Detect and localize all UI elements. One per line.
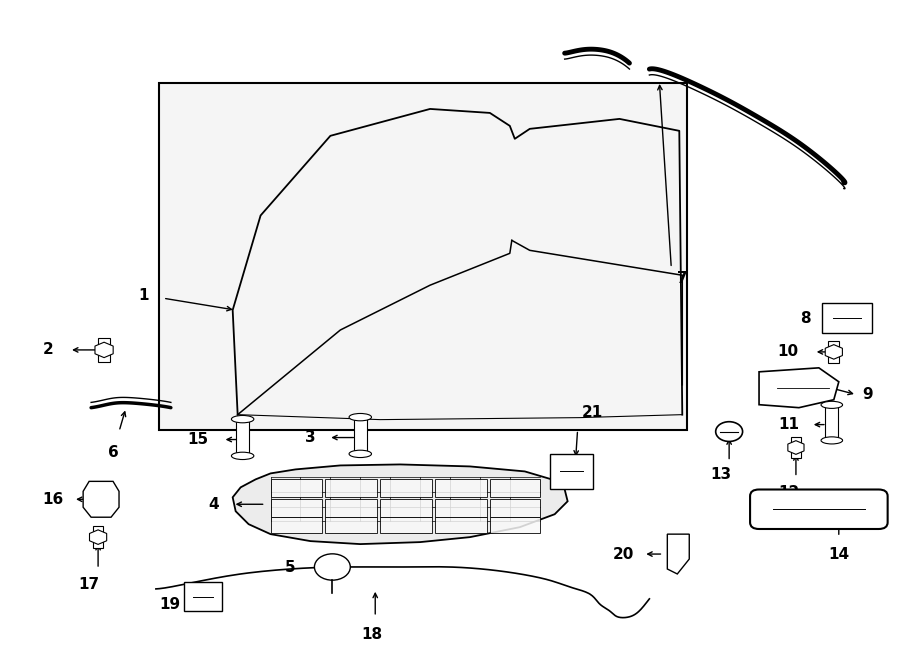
Circle shape <box>716 422 742 442</box>
Polygon shape <box>788 441 804 454</box>
Ellipse shape <box>821 437 842 444</box>
FancyBboxPatch shape <box>750 490 887 529</box>
Text: 5: 5 <box>285 559 295 574</box>
Bar <box>93 526 104 549</box>
Ellipse shape <box>231 452 254 459</box>
Ellipse shape <box>349 450 372 457</box>
Text: 9: 9 <box>863 387 873 403</box>
Text: 19: 19 <box>159 598 181 612</box>
Text: 1: 1 <box>139 288 148 303</box>
Bar <box>825 405 838 440</box>
FancyBboxPatch shape <box>550 454 593 488</box>
Ellipse shape <box>821 401 842 408</box>
Text: 17: 17 <box>78 577 100 592</box>
Circle shape <box>314 554 350 580</box>
Bar <box>271 499 322 517</box>
Bar <box>435 499 487 517</box>
Bar <box>380 517 432 533</box>
Text: 6: 6 <box>108 444 119 459</box>
Bar <box>791 437 801 458</box>
Text: 3: 3 <box>305 430 315 445</box>
Polygon shape <box>759 368 839 408</box>
Bar <box>435 479 487 497</box>
Polygon shape <box>89 530 107 545</box>
Text: 15: 15 <box>187 432 209 447</box>
Bar <box>435 517 487 533</box>
Bar <box>490 499 540 517</box>
Bar <box>380 499 432 517</box>
Polygon shape <box>825 344 842 359</box>
Bar <box>490 479 540 497</box>
Bar <box>271 517 322 533</box>
Bar <box>829 340 839 363</box>
Bar <box>98 338 110 362</box>
Bar <box>159 83 688 430</box>
Text: 11: 11 <box>778 417 799 432</box>
Bar <box>326 499 377 517</box>
Polygon shape <box>83 481 119 517</box>
Text: 21: 21 <box>581 405 603 420</box>
Polygon shape <box>233 465 568 544</box>
FancyBboxPatch shape <box>184 582 221 611</box>
Text: 7: 7 <box>678 271 688 286</box>
Text: 12: 12 <box>778 485 799 500</box>
Text: 20: 20 <box>613 547 634 562</box>
Bar <box>354 417 367 454</box>
Bar <box>490 517 540 533</box>
Bar <box>236 419 249 456</box>
Polygon shape <box>95 342 113 358</box>
Text: 8: 8 <box>800 311 811 326</box>
Bar <box>271 479 322 497</box>
Text: 16: 16 <box>42 492 63 507</box>
Text: 10: 10 <box>778 344 799 360</box>
Ellipse shape <box>231 416 254 423</box>
Text: 2: 2 <box>42 342 53 358</box>
Text: 18: 18 <box>362 627 382 642</box>
Bar <box>380 479 432 497</box>
Text: 14: 14 <box>828 547 850 562</box>
FancyBboxPatch shape <box>822 303 872 333</box>
Text: 13: 13 <box>711 467 732 483</box>
Ellipse shape <box>349 414 372 421</box>
Text: 4: 4 <box>208 497 219 512</box>
Bar <box>326 479 377 497</box>
Polygon shape <box>667 534 689 574</box>
Bar <box>326 517 377 533</box>
